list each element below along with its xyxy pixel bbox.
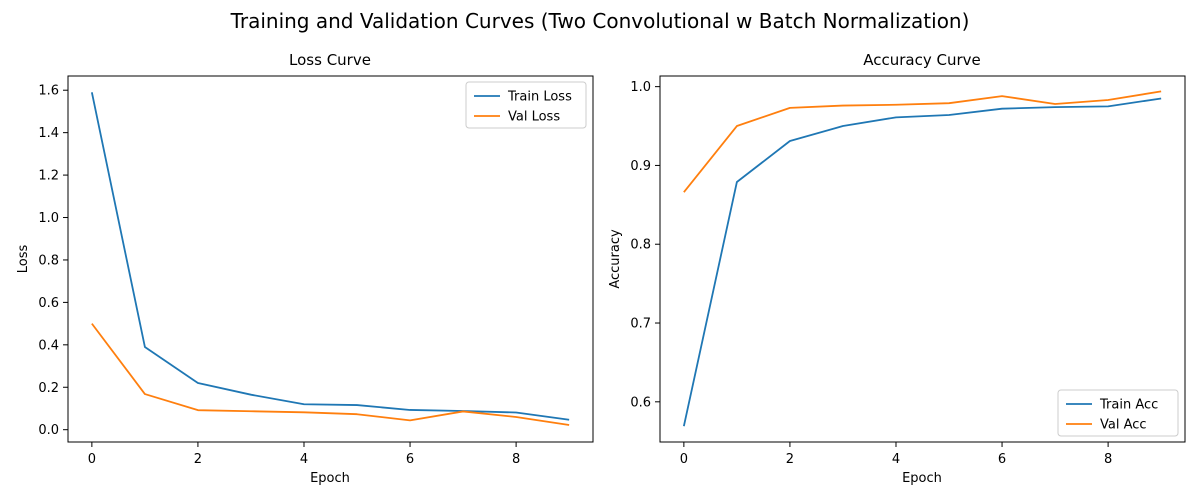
loss-y-axis-label: Loss [16,245,31,274]
loss-y-tick-label: 0.0 [38,423,59,438]
figure-suptitle: Training and Validation Curves (Two Conv… [230,9,970,33]
loss-legend-label-train-loss: Train Loss [507,90,572,105]
accuracy-x-tick-label: 4 [892,452,900,467]
accuracy-y-tick-label: 1.0 [630,80,651,95]
accuracy-x-tick-label: 8 [1104,452,1112,467]
loss-x-tick-label: 4 [300,452,308,467]
accuracy-series-line-train-acc [682,97,1162,427]
loss-y-tick-label: 1.2 [38,169,59,184]
loss-x-tick-label: 0 [88,452,96,467]
loss-y-tick-label: 1.4 [38,126,59,141]
loss-x-tick-label: 2 [194,452,202,467]
loss-x-tick-label: 6 [406,452,414,467]
loss-series-line-train-loss [90,92,570,421]
accuracy-series-line-val-acc [683,90,1162,193]
accuracy-curve-panel: Accuracy Curve Epoch Accuracy 0 2 4 6 8 0.6 0.… [608,51,1186,486]
loss-legend: Train Loss Val Loss [465,81,587,129]
accuracy-x-axis-label: Epoch [902,471,942,486]
loss-y-tick-label: 0.6 [38,296,59,311]
loss-y-tick-label: 0.2 [38,381,59,396]
accuracy-curve-title: Accuracy Curve [863,51,981,69]
loss-series-line-val-loss [91,323,570,426]
accuracy-legend-label-train-acc: Train Acc [1099,398,1158,413]
loss-y-tick-label: 1.6 [38,84,59,99]
accuracy-x-tick-label: 2 [786,452,794,467]
loss-curve-title: Loss Curve [289,51,371,69]
accuracy-x-tick-label: 6 [998,452,1006,467]
accuracy-y-axis-label: Accuracy [608,229,623,289]
accuracy-x-tick-label: 0 [680,452,688,467]
accuracy-y-tick-label: 0.9 [630,159,651,174]
loss-legend-label-val-loss: Val Loss [508,110,560,125]
loss-y-tick-label: 0.4 [38,338,59,353]
accuracy-y-tick-label: 0.6 [630,395,651,410]
accuracy-legend: Train Acc Val Acc [1057,389,1179,437]
accuracy-axes-frame [659,75,1186,443]
accuracy-y-tick-label: 0.8 [630,238,651,253]
loss-x-axis-label: Epoch [310,471,350,486]
loss-x-tick-label: 8 [512,452,520,467]
accuracy-legend-label-val-acc: Val Acc [1100,418,1147,433]
loss-curve-panel: Loss Curve Epoch Loss 0 2 4 6 8 0.0 0.2 0.4 0.6 0… [16,51,594,486]
accuracy-y-tick-label: 0.7 [630,317,651,332]
loss-y-tick-label: 1.0 [38,211,59,226]
loss-axes-frame [67,75,594,443]
loss-y-tick-label: 0.8 [38,253,59,268]
